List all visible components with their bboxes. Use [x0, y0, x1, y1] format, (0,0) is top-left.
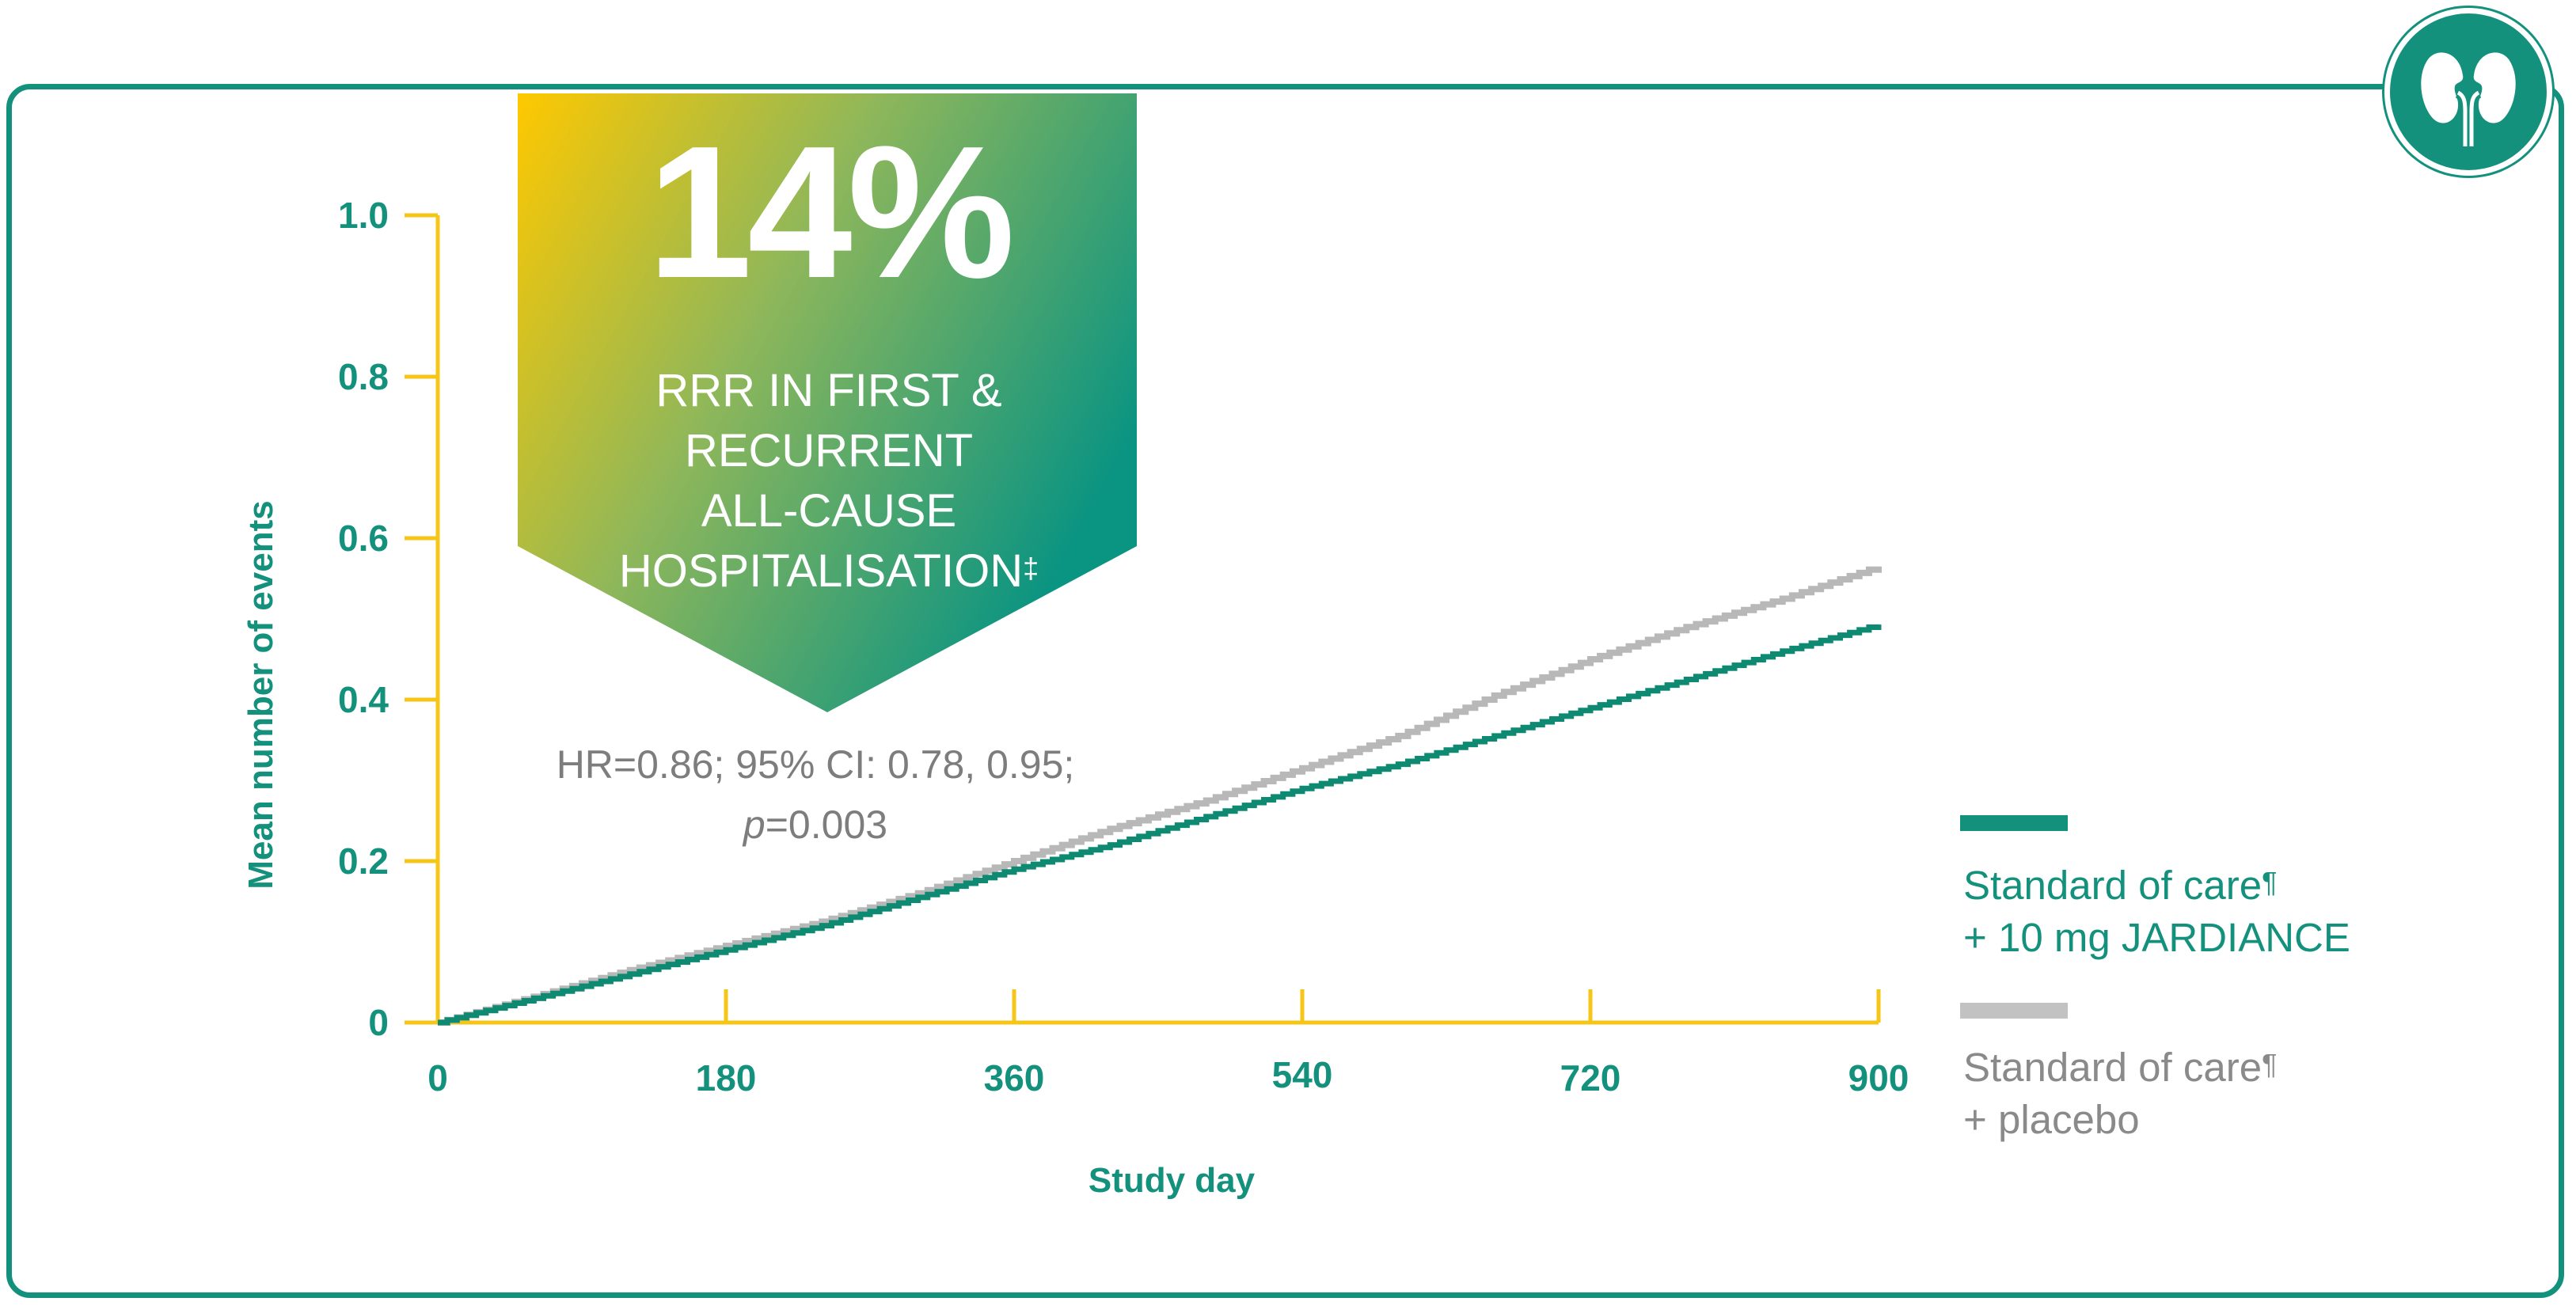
x-tick-label: 0	[427, 1057, 448, 1099]
axes: 0 0.2 0.4 0.6 0.8 1.0 0 180 360 540 720 900	[338, 195, 1909, 1099]
rrr-description: RRR IN FIRST & RECURRENT ALL-CAUSE HOSPI…	[519, 361, 1138, 601]
y-tick-label: 0.8	[338, 356, 389, 397]
legend-item-jardiance: Standard of care¶ + 10 mg JARDIANCE	[1963, 860, 2350, 964]
legend-jardiance-line-2: + 10 mg JARDIANCE	[1963, 915, 2350, 960]
double-dagger-footnote: ‡	[1023, 552, 1039, 584]
kidney-badge	[2384, 8, 2552, 176]
y-tick-label: 0.2	[338, 841, 389, 882]
x-tick-label: 180	[696, 1057, 757, 1099]
x-tick-label: 720	[1560, 1057, 1621, 1099]
hr-line: HR=0.86; 95% CI: 0.78, 0.95;	[556, 742, 1075, 787]
rrr-line-1: RRR IN FIRST &	[655, 365, 1002, 416]
rrr-line-3: ALL-CAUSE	[701, 485, 957, 537]
kidney-icon	[2421, 52, 2516, 146]
p-value-line: p=0.003	[475, 795, 1156, 855]
p-italic: p	[743, 803, 766, 847]
series-layer	[438, 566, 1882, 1026]
banner-text: 14% RRR IN FIRST & RECURRENT ALL-CAUSE H…	[519, 119, 1138, 601]
legend-placebo-line-2: + placebo	[1963, 1097, 2140, 1142]
series-line-jardiance	[438, 624, 1882, 1026]
rrr-line-2: RECURRENT	[684, 425, 974, 476]
x-tick-label: 900	[1848, 1057, 1909, 1099]
chart-frame	[6, 84, 2564, 1298]
y-tick-label: 0.6	[338, 518, 389, 559]
series-line-placebo	[438, 566, 1882, 1026]
y-tick-label: 1.0	[338, 195, 389, 236]
x-axis-label: Study day	[1089, 1161, 1256, 1200]
legend-placebo-text: Standard of care	[1963, 1045, 2263, 1090]
legend-placebo-line-1: Standard of care¶	[1963, 1042, 2277, 1094]
legend-jardiance-line-1: Standard of care¶	[1963, 860, 2350, 912]
x-tick-label: 360	[984, 1057, 1045, 1099]
rrr-banner	[518, 93, 1137, 712]
y-tick-label: 0	[368, 1002, 389, 1043]
y-tick-label: 0.4	[338, 679, 389, 720]
rrr-line-4-text: HOSPITALISATION	[618, 545, 1024, 597]
legend-jardiance-text: Standard of care	[1963, 863, 2263, 908]
p-value: =0.003	[765, 803, 888, 847]
rrr-line-4: HOSPITALISATION‡	[519, 541, 1138, 601]
legend-swatch-placebo	[1960, 1003, 2068, 1019]
legend-swatch-jardiance	[1960, 815, 2068, 831]
y-axis-label: Mean number of events	[241, 500, 280, 889]
pilcrow-footnote: ¶	[2262, 866, 2278, 898]
x-tick-label: 540	[1272, 1054, 1333, 1095]
pilcrow-footnote: ¶	[2262, 1048, 2278, 1080]
hazard-ratio-text: HR=0.86; 95% CI: 0.78, 0.95; p=0.003	[475, 734, 1156, 855]
rrr-percent: 14%	[647, 108, 1015, 317]
legend-item-placebo: Standard of care¶ + placebo	[1963, 1042, 2277, 1146]
